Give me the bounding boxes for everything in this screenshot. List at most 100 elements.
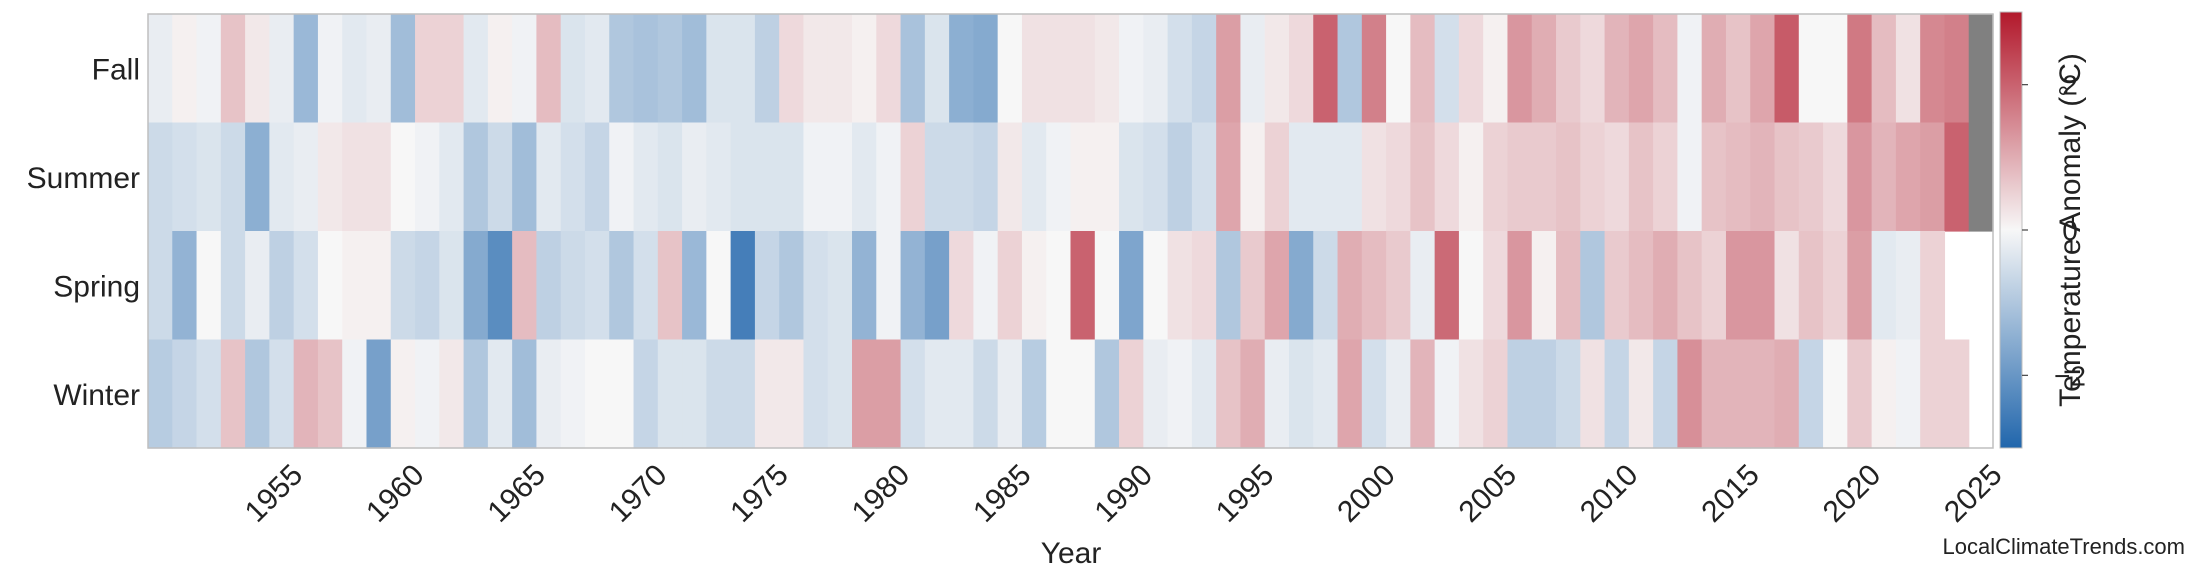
heatmap-cell-summer-1985 (997, 122, 1023, 232)
heatmap-cell-summer-1979 (852, 122, 877, 232)
heatmap-cell-spring-1964 (487, 231, 513, 341)
heatmap-cell-winter-1996 (1264, 339, 1290, 449)
heatmap-cell-fall-1997 (1288, 14, 1314, 124)
heatmap-cell-fall-1958 (342, 14, 368, 124)
heatmap-cell-spring-1976 (779, 231, 805, 341)
heatmap-cell-winter-1972 (682, 339, 707, 449)
heatmap-cell-summer-2013 (1677, 122, 1703, 232)
heatmap-cell-spring-1992 (1167, 231, 1193, 341)
heatmap-cell-spring-2016 (1750, 231, 1776, 341)
heatmap-cell-spring-1960 (390, 231, 416, 341)
heatmap-cell-spring-1990 (1119, 231, 1144, 341)
heatmap-cell-spring-1998 (1313, 231, 1339, 341)
heatmap-cell-winter-2011 (1628, 339, 1654, 449)
heatmap-cell-winter-2001 (1386, 339, 1411, 449)
heatmap-cell-winter-2013 (1677, 339, 1703, 449)
row-label-summer: Summer (27, 162, 140, 195)
heatmap-cell-winter-1969 (609, 339, 635, 449)
heatmap-cell-summer-1999 (1337, 122, 1363, 232)
heatmap-cell-fall-2013 (1677, 14, 1703, 124)
heatmap-cell-spring-1953 (220, 231, 246, 341)
heatmap-cell-winter-2019 (1823, 339, 1848, 449)
x-tick-1995: 1995 (1210, 458, 1281, 529)
row-labels: Fall Summer Spring Winter (27, 53, 140, 412)
heatmap-cell-fall-2007 (1531, 14, 1557, 124)
heatmap-cell-fall-1966 (536, 14, 562, 124)
heatmap-cell-summer-1971 (657, 122, 683, 232)
row-label-fall: Fall (92, 53, 140, 86)
heatmap-cell-summer-1978 (827, 122, 853, 232)
heatmap-cell-winter-2018 (1798, 339, 1824, 449)
heatmap-cell-summer-1995 (1240, 122, 1266, 232)
heatmap-cell-summer-2005 (1483, 122, 1509, 232)
heatmap-cell-fall-1970 (633, 14, 659, 124)
heatmap-cell-summer-2020 (1847, 122, 1873, 232)
x-tick-labels: 1955 1960 1965 1970 1975 1980 1985 1990 1995 2000… (239, 458, 2009, 529)
heatmap-cell-spring-1984 (973, 231, 999, 341)
heatmap-cell-winter-1994 (1216, 339, 1242, 449)
heatmap-cell-fall-1991 (1143, 14, 1169, 124)
heatmap-cell-fall-2014 (1701, 14, 1727, 124)
heatmap-cell-winter-1970 (633, 339, 659, 449)
heatmap-cell-winter-2014 (1701, 339, 1727, 449)
heatmap-cell-winter-2000 (1361, 339, 1387, 449)
heatmap-cell-summer-1996 (1264, 122, 1290, 232)
heatmap-cell-fall-1963 (463, 14, 489, 124)
heatmap-cell-fall-1950 (148, 14, 173, 124)
heatmap-cell-fall-1992 (1167, 14, 1193, 124)
heatmap-cell-spring-1974 (730, 231, 756, 341)
x-tick-1980: 1980 (846, 458, 917, 529)
heatmap-cell-fall-1959 (366, 14, 392, 124)
heatmap-cell-winter-1998 (1313, 339, 1339, 449)
heatmap-cell-summer-2023 (1920, 122, 1946, 232)
heatmap-cell-spring-1996 (1264, 231, 1290, 341)
heatmap-cell-winter-2009 (1580, 339, 1606, 449)
heatmap-cell-spring-1978 (827, 231, 853, 341)
heatmap-cell-winter-2005 (1483, 339, 1509, 449)
heatmap-cell-winter-1981 (900, 339, 926, 449)
heatmap-cell-fall-2004 (1458, 14, 1484, 124)
heatmap-cell-summer-1988 (1070, 122, 1096, 232)
heatmap-cell-fall-1952 (196, 14, 222, 124)
heatmap-cell-fall-2021 (1871, 14, 1897, 124)
heatmap-cell-fall-1974 (730, 14, 756, 124)
heatmap-cell-fall-1986 (1021, 14, 1047, 124)
heatmap-cell-fall-1994 (1216, 14, 1242, 124)
heatmap-cell-winter-2024 (1944, 339, 1970, 449)
colorbar-tick-label: 2 (2062, 70, 2078, 101)
heatmap-cell-winter-1965 (512, 339, 538, 449)
heatmap-cell-summer-1980 (876, 122, 902, 232)
heatmap-cell-spring-2011 (1628, 231, 1654, 341)
heatmap-cell-winter-2004 (1458, 339, 1484, 449)
heatmap-cell-fall-2023 (1920, 14, 1946, 124)
heatmap-cell-summer-2003 (1434, 122, 1460, 232)
heatmap-cell-winter-1985 (997, 339, 1023, 449)
heatmap-cell-winter-1978 (827, 339, 853, 449)
heatmap-cell-spring-1958 (342, 231, 368, 341)
heatmap-cell-fall-1980 (876, 14, 902, 124)
heatmap-cell-fall-1964 (487, 14, 513, 124)
heatmap-cell-spring-1950 (148, 231, 173, 341)
heatmap-cell-fall-2016 (1750, 14, 1776, 124)
heatmap-cell-spring-2019 (1823, 231, 1848, 341)
heatmap-cell-summer-1977 (803, 122, 829, 232)
heatmap-cell-fall-2009 (1580, 14, 1606, 124)
heatmap-cell-winter-1954 (245, 339, 270, 449)
heatmap-cell-fall-1961 (415, 14, 440, 124)
x-tick-2025: 2025 (1938, 458, 2009, 529)
heatmap-cell-fall-2012 (1653, 14, 1679, 124)
heatmap-cell-summer-1991 (1143, 122, 1169, 232)
heatmap-cell-fall-1981 (900, 14, 926, 124)
heatmap-cell-fall-1954 (245, 14, 270, 124)
heatmap-cell-winter-1950 (148, 339, 173, 449)
heatmap-cell-summer-1974 (730, 122, 756, 232)
heatmap-cell-spring-2001 (1386, 231, 1411, 341)
heatmap-cell-spring-1982 (924, 231, 950, 341)
heatmap-cell-winter-2010 (1604, 339, 1630, 449)
heatmap-cell-summer-1981 (900, 122, 926, 232)
heatmap-cell-fall-1971 (657, 14, 683, 124)
heatmap-cell-fall-1960 (390, 14, 416, 124)
heatmap-cell-spring-2006 (1507, 231, 1533, 341)
heatmap-cell-winter-1993 (1191, 339, 1217, 449)
heatmap-cell-winter-1956 (293, 339, 319, 449)
